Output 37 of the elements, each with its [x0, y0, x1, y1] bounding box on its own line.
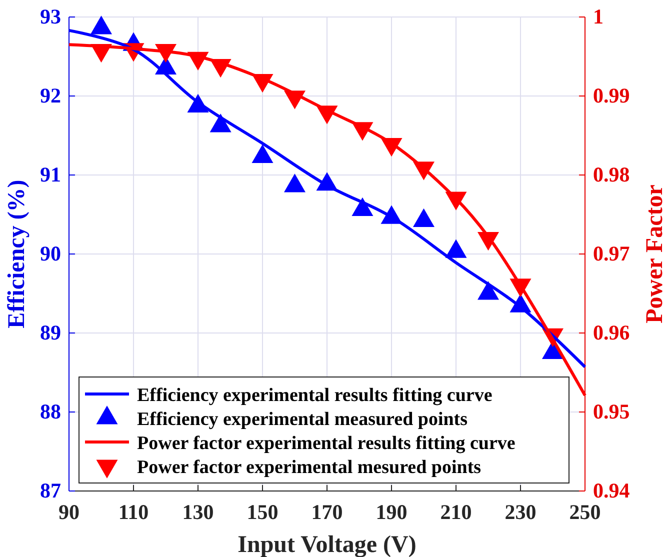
point [352, 197, 374, 216]
x-tick-label: 150 [246, 500, 278, 524]
y-tick-label: 92 [40, 84, 61, 108]
point [413, 208, 434, 228]
y-tick-label: 90 [40, 242, 61, 266]
point [90, 16, 112, 34]
x-tick-label: 250 [569, 500, 601, 524]
x-tick-label: 170 [311, 500, 343, 524]
y2-tick-label: 0.99 [593, 84, 630, 108]
y2-tick-label: 0.94 [593, 478, 630, 503]
y2-tick-label: 1 [593, 4, 604, 29]
y-axis-title: Efficiency (%) [4, 180, 30, 328]
point [445, 239, 467, 258]
x-tick-label: 130 [182, 500, 214, 524]
legend-label: Efficiency experimental results fitting curve [137, 385, 492, 406]
point [478, 281, 499, 300]
point [284, 174, 306, 192]
y2-tick-label: 0.96 [593, 320, 630, 345]
x-tick-label: 90 [58, 500, 80, 524]
y2-tick-label: 0.95 [593, 400, 630, 424]
legend-label: Efficiency experimental measured points [137, 409, 468, 430]
x-tick-label: 110 [118, 500, 149, 524]
y2-axis-title: Power Factor [642, 184, 667, 324]
x-tick-label: 230 [504, 500, 536, 524]
y-tick-label: 88 [40, 400, 61, 424]
legend-label: Power factor experimental mesured points [137, 457, 482, 478]
legend-label: Power factor experimental results fitting curve [137, 433, 516, 454]
y-tick-label: 87 [40, 478, 61, 503]
x-tick-label: 210 [440, 500, 472, 524]
y2-tick-label: 0.98 [593, 162, 630, 187]
point [252, 144, 274, 164]
y-tick-label: 93 [40, 4, 61, 29]
y2-tick-label: 0.97 [593, 242, 630, 266]
x-axis-title: Input Voltage (V) [238, 532, 416, 557]
y-tick-label: 91 [40, 162, 61, 187]
y-tick-label: 89 [40, 320, 61, 345]
x-tick-label: 190 [376, 500, 408, 524]
